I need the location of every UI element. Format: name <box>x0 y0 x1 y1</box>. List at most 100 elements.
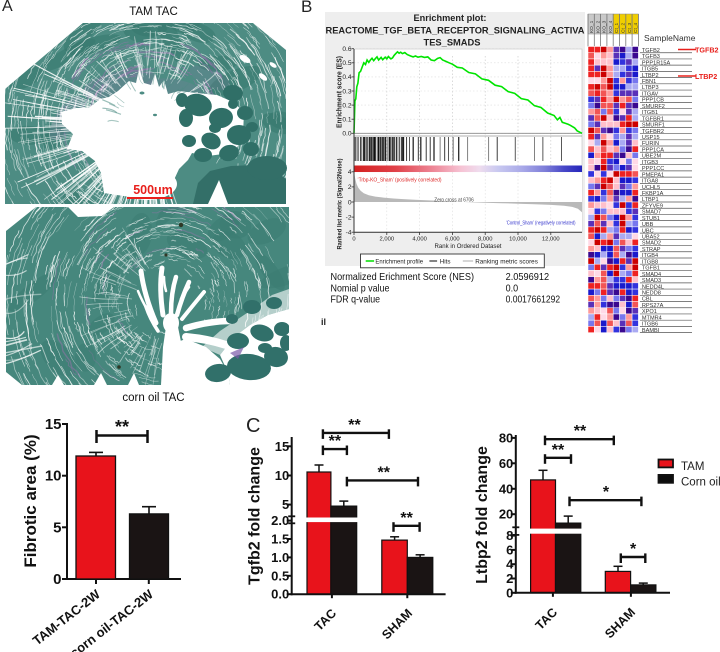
svg-text:15: 15 <box>275 439 289 454</box>
svg-text:ITGB8: ITGB8 <box>642 259 658 265</box>
svg-text:SMAD2: SMAD2 <box>642 241 661 247</box>
svg-text:TAM: TAM <box>681 461 704 473</box>
svg-text:**: ** <box>574 423 587 440</box>
svg-text:0.4: 0.4 <box>342 74 351 81</box>
svg-text:0.1: 0.1 <box>342 117 351 124</box>
svg-text:Ct_2: Ct_2 <box>620 23 626 33</box>
svg-text:Hits: Hits <box>440 258 452 265</box>
svg-text:2: 2 <box>348 184 352 191</box>
svg-text:8,000: 8,000 <box>478 237 493 243</box>
svg-text:0.5: 0.5 <box>271 568 289 583</box>
svg-text:0: 0 <box>352 237 355 243</box>
svg-text:0.6: 0.6 <box>342 46 351 53</box>
svg-text:TGFB2: TGFB2 <box>695 46 719 55</box>
svg-text:ITGB4: ITGB4 <box>642 253 658 259</box>
svg-text:SampleName: SampleName <box>644 33 696 43</box>
svg-text:Normalized Erichment Score (NE: Normalized Erichment Score (NES) <box>331 271 475 283</box>
svg-text:20: 20 <box>499 507 513 522</box>
svg-text:Ct_4: Ct_4 <box>633 23 639 33</box>
svg-text:FURIN: FURIN <box>642 141 659 147</box>
svg-text:TES_SMADS: TES_SMADS <box>424 37 481 48</box>
svg-text:BAMBI: BAMBI <box>642 328 660 334</box>
svg-text:15: 15 <box>45 416 62 433</box>
svg-text:0: 0 <box>506 585 513 600</box>
svg-text:2,000: 2,000 <box>380 237 395 243</box>
svg-text:5: 5 <box>282 497 289 512</box>
svg-text:**: ** <box>552 442 565 459</box>
svg-text:5: 5 <box>53 519 61 536</box>
svg-text:ZFYVE9: ZFYVE9 <box>642 203 663 209</box>
svg-text:PPP1CB: PPP1CB <box>642 98 664 104</box>
svg-text:2: 2 <box>506 571 513 586</box>
svg-text:LTBP2: LTBP2 <box>642 73 659 79</box>
svg-text:SMAD3: SMAD3 <box>642 278 661 284</box>
svg-text:6: 6 <box>506 542 513 557</box>
svg-text:1.5: 1.5 <box>271 532 289 547</box>
svg-text:PPP1CC: PPP1CC <box>642 166 664 172</box>
svg-text:TGFBR1: TGFBR1 <box>642 116 664 122</box>
svg-text:**: ** <box>348 417 361 434</box>
svg-text:TGFB3: TGFB3 <box>642 54 660 60</box>
svg-text:ITGAV: ITGAV <box>642 91 659 97</box>
svg-text:SMURF2: SMURF2 <box>642 104 665 110</box>
svg-text:Nomial p value: Nomial p value <box>331 282 390 294</box>
svg-text:80: 80 <box>499 430 513 445</box>
svg-text:2.0596912: 2.0596912 <box>506 271 550 283</box>
svg-text:10: 10 <box>45 468 62 485</box>
svg-text:UCHL5: UCHL5 <box>642 185 660 191</box>
svg-text:UBB: UBB <box>642 222 654 228</box>
svg-text:Enrichment profile: Enrichment profile <box>375 258 423 265</box>
svg-text:0.0: 0.0 <box>342 131 351 138</box>
svg-text:UBC: UBC <box>642 228 654 234</box>
svg-text:TAC: TAC <box>312 606 339 633</box>
svg-text:0.0: 0.0 <box>271 587 289 602</box>
svg-text:Fibrotic area (%): Fibrotic area (%) <box>21 434 40 567</box>
svg-text:-2: -2 <box>346 214 352 221</box>
svg-text:KO_4: KO_4 <box>608 20 614 33</box>
svg-text:RPS27A: RPS27A <box>642 303 664 309</box>
svg-text:Enrichment score (ES): Enrichment score (ES) <box>337 56 344 128</box>
svg-text:ITGB5: ITGB5 <box>642 67 658 73</box>
svg-text:USP15: USP15 <box>642 135 660 141</box>
svg-text:PMEPA1: PMEPA1 <box>642 172 664 178</box>
svg-text:TGFB2: TGFB2 <box>642 48 660 54</box>
svg-text:ITGA8: ITGA8 <box>642 179 658 185</box>
svg-text:60: 60 <box>499 456 513 471</box>
svg-text:**: ** <box>377 464 390 481</box>
svg-text:10,000: 10,000 <box>509 237 527 243</box>
svg-text:SHAM: SHAM <box>379 606 415 642</box>
svg-text:Ranked list metric (Signal2Noi: Ranked list metric (Signal2Noise) <box>337 159 344 250</box>
svg-text:-4: -4 <box>346 230 352 237</box>
svg-text:KO_2: KO_2 <box>595 20 601 33</box>
svg-text:Rank in Ordered Dataset: Rank in Ordered Dataset <box>435 243 502 250</box>
svg-text:‘Control_Sham’ (negatively cor: ‘Control_Sham’ (negatively correlated) <box>506 221 576 227</box>
svg-text:TGFBR2: TGFBR2 <box>642 129 664 135</box>
svg-text:0.0017661292: 0.0017661292 <box>506 294 561 306</box>
svg-text:0.3: 0.3 <box>342 88 351 95</box>
svg-text:Ct_1: Ct_1 <box>614 23 620 33</box>
svg-text:SHAM: SHAM <box>602 605 638 641</box>
svg-text:Tgfb2 fold change: Tgfb2 fold change <box>247 447 264 585</box>
svg-text:PPP1CA: PPP1CA <box>642 147 664 153</box>
svg-text:STUB1: STUB1 <box>642 216 660 222</box>
svg-text:ITGB6: ITGB6 <box>642 322 658 328</box>
svg-text:Ltbp2 fold change: Ltbp2 fold change <box>474 446 491 584</box>
svg-text:‘Trbp-KO_Sham’ (positively cor: ‘Trbp-KO_Sham’ (positively correlated) <box>358 178 442 184</box>
svg-text:0: 0 <box>348 199 352 206</box>
svg-text:4: 4 <box>348 169 352 176</box>
svg-text:**: ** <box>115 417 129 437</box>
svg-text:LTBP3: LTBP3 <box>642 85 659 91</box>
svg-text:Ct_3: Ct_3 <box>627 23 633 33</box>
svg-text:0.0: 0.0 <box>506 282 519 294</box>
svg-text:LTBP1: LTBP1 <box>642 197 659 203</box>
svg-text:6,000: 6,000 <box>445 237 460 243</box>
svg-text:SMURF1: SMURF1 <box>642 123 665 129</box>
svg-text:12,000: 12,000 <box>542 237 560 243</box>
svg-text:TGFB1: TGFB1 <box>642 266 660 272</box>
svg-text:KO_1: KO_1 <box>589 20 595 33</box>
svg-text:0.5: 0.5 <box>342 60 351 67</box>
svg-text:SMAD4: SMAD4 <box>642 272 661 278</box>
svg-text:Zero cross at 6706: Zero cross at 6706 <box>434 198 474 204</box>
svg-text:*: * <box>603 484 610 501</box>
svg-text:CBL: CBL <box>642 297 653 303</box>
